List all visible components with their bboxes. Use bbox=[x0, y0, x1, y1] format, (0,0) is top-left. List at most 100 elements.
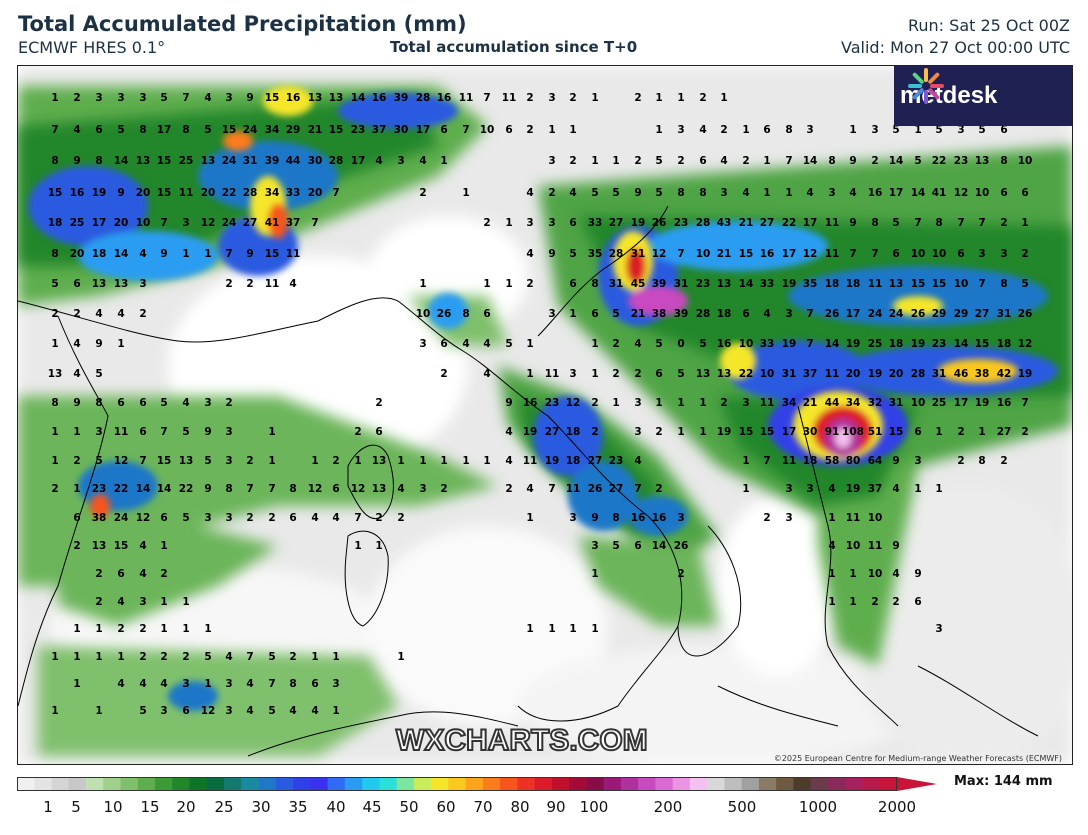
precip-value: 9 bbox=[117, 187, 125, 199]
precip-value: 30 bbox=[393, 124, 409, 136]
precip-value: 15 bbox=[759, 426, 775, 438]
precip-value: 4 bbox=[73, 368, 81, 380]
precip-value: 38 bbox=[91, 512, 107, 524]
precip-value: 6 bbox=[957, 248, 965, 260]
precip-value: 5 bbox=[612, 540, 620, 552]
precip-value: 33 bbox=[587, 217, 603, 229]
precip-value: 7 bbox=[978, 217, 986, 229]
precip-value: 2 bbox=[505, 483, 513, 495]
precip-value: 1 bbox=[160, 596, 168, 608]
precip-value: 4 bbox=[95, 308, 103, 320]
precip-value: 23 bbox=[953, 155, 969, 167]
precip-value: 5 bbox=[268, 705, 276, 717]
precip-value: 33 bbox=[759, 338, 775, 350]
precip-value: 3 bbox=[419, 483, 427, 495]
colour-scale-tick-label: 100 bbox=[579, 798, 609, 816]
precip-value: 43 bbox=[716, 217, 732, 229]
precip-value: 6 bbox=[440, 124, 448, 136]
precip-value: 3 bbox=[742, 397, 750, 409]
precip-value: 19 bbox=[1017, 368, 1033, 380]
precip-value: 11 bbox=[565, 483, 581, 495]
precip-value: 23 bbox=[673, 217, 689, 229]
precip-value: 9 bbox=[849, 217, 857, 229]
precip-value: 16 bbox=[651, 512, 667, 524]
precip-value: 2 bbox=[225, 397, 233, 409]
precip-value: 2 bbox=[51, 308, 59, 320]
precip-value: 4 bbox=[139, 678, 147, 690]
precip-value: 1 bbox=[849, 124, 857, 136]
precip-value: 34 bbox=[264, 124, 280, 136]
precip-value: 3 bbox=[569, 368, 577, 380]
precip-value: 2 bbox=[1000, 455, 1008, 467]
precip-value: 27 bbox=[974, 308, 990, 320]
precip-value: 2 bbox=[1000, 217, 1008, 229]
precip-value: 5 bbox=[182, 512, 190, 524]
precip-value: 2 bbox=[160, 568, 168, 580]
precip-value: 4 bbox=[892, 483, 900, 495]
precip-value: 2 bbox=[634, 155, 642, 167]
colour-scale-swatch bbox=[741, 777, 760, 791]
precip-value: 13 bbox=[371, 455, 387, 467]
precip-value: 7 bbox=[246, 651, 254, 663]
precip-value: 34 bbox=[264, 187, 280, 199]
precip-value: 1 bbox=[73, 623, 81, 635]
precip-value: 10 bbox=[910, 248, 926, 260]
precip-value: 1 bbox=[51, 705, 59, 717]
precip-value: 31 bbox=[996, 308, 1012, 320]
precip-value: 15 bbox=[113, 540, 129, 552]
precip-value: 23 bbox=[91, 483, 107, 495]
precip-value: 28 bbox=[608, 248, 624, 260]
precip-value: 1 bbox=[591, 92, 599, 104]
colour-scale-swatch bbox=[827, 777, 846, 791]
precip-value: 7 bbox=[634, 483, 642, 495]
precip-value: 9 bbox=[73, 397, 81, 409]
precip-value: 28 bbox=[695, 217, 711, 229]
precip-value: 108 bbox=[842, 426, 864, 438]
precip-value: 14 bbox=[824, 338, 840, 350]
precip-value: 3 bbox=[419, 338, 427, 350]
precip-value: 24 bbox=[888, 308, 904, 320]
precip-value: 11 bbox=[824, 248, 840, 260]
precip-value: 7 bbox=[785, 155, 793, 167]
precip-value: 2 bbox=[73, 308, 81, 320]
precip-value: 2 bbox=[246, 512, 254, 524]
precip-value: 2 bbox=[332, 455, 340, 467]
precip-value: 1 bbox=[462, 455, 470, 467]
precip-value: 37 bbox=[371, 124, 387, 136]
precip-value: 6 bbox=[139, 397, 147, 409]
precip-value: 7 bbox=[354, 512, 362, 524]
precip-value: 15 bbox=[888, 426, 904, 438]
precip-value: 5 bbox=[95, 455, 103, 467]
colour-scale-tick-label: 2000 bbox=[877, 798, 917, 816]
precip-value: 3 bbox=[139, 596, 147, 608]
colour-scale-tick-label: 200 bbox=[653, 798, 683, 816]
precip-value: 1 bbox=[591, 155, 599, 167]
precip-value: 4 bbox=[311, 705, 319, 717]
precip-value: 18 bbox=[91, 248, 107, 260]
precip-value: 3 bbox=[139, 92, 147, 104]
precip-value: 2 bbox=[95, 568, 103, 580]
precip-value: 3 bbox=[591, 540, 599, 552]
precip-value: 1 bbox=[117, 651, 125, 663]
precip-value: 3 bbox=[182, 217, 190, 229]
colour-scale-tick-label: 15 bbox=[140, 798, 160, 816]
precip-value: 27 bbox=[608, 217, 624, 229]
precip-value: 22 bbox=[781, 217, 797, 229]
precip-value: 7 bbox=[957, 217, 965, 229]
precip-value: 4 bbox=[526, 483, 534, 495]
precip-value: 1 bbox=[419, 455, 427, 467]
precip-value: 1 bbox=[763, 155, 771, 167]
precip-value: 15 bbox=[156, 155, 172, 167]
colour-scale-swatch bbox=[707, 777, 725, 791]
precip-value: 2 bbox=[289, 651, 297, 663]
precip-value: 6 bbox=[73, 278, 81, 290]
precip-value: 24 bbox=[221, 217, 237, 229]
precip-value: 2 bbox=[1021, 426, 1029, 438]
precip-value: 12 bbox=[802, 248, 818, 260]
precip-value: 8 bbox=[785, 124, 793, 136]
valid-label: Valid: Mon 27 Oct 00:00 UTC bbox=[841, 38, 1070, 57]
precip-value: 5 bbox=[591, 187, 599, 199]
precip-value: 10 bbox=[953, 278, 969, 290]
precip-value: 14 bbox=[156, 483, 172, 495]
precip-value: 5 bbox=[978, 124, 986, 136]
